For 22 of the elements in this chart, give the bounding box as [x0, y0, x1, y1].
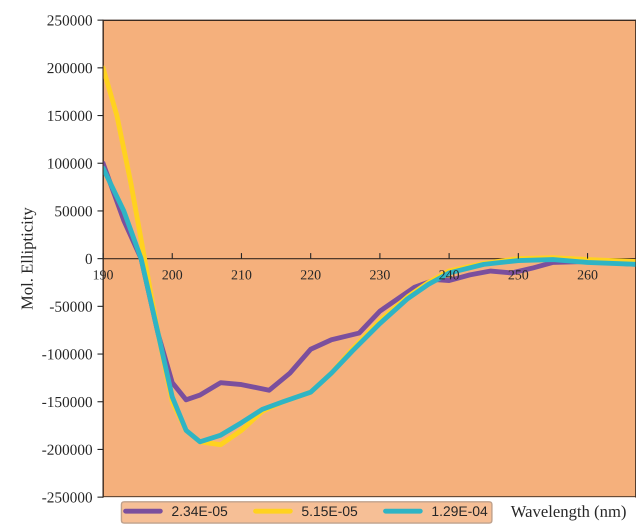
- y-tick-label: 100000: [48, 158, 92, 169]
- legend-label: 2.34E-05: [172, 506, 228, 516]
- y-tick-label: 0: [86, 254, 92, 264]
- x-tick-label: 190: [94, 270, 113, 280]
- y-tick-label: 50000: [55, 206, 92, 216]
- x-tick-label: 230: [370, 270, 390, 280]
- y-tick-label: -100000: [42, 349, 92, 360]
- y-axis-title: Mol. Ellipticity: [20, 207, 36, 310]
- x-tick-label: 260: [578, 270, 598, 280]
- y-tick-label: 250000: [47, 15, 92, 26]
- y-tick-label: 200000: [47, 62, 92, 74]
- y-tick-label: -200000: [42, 444, 92, 455]
- x-axis-title: Wavelength (nm): [510, 505, 626, 520]
- y-tick-label: -250000: [42, 492, 92, 503]
- y-tick-label: 150000: [48, 110, 92, 121]
- legend-label: 5.15E-05: [302, 506, 358, 516]
- x-tick-label: 200: [162, 270, 182, 280]
- x-tick-label: 220: [300, 270, 321, 280]
- legend-label: 1.29E-04: [432, 506, 488, 516]
- y-tick-label: -50000: [50, 301, 92, 312]
- x-tick-label: 210: [232, 270, 252, 280]
- y-tick-label: -150000: [42, 396, 92, 408]
